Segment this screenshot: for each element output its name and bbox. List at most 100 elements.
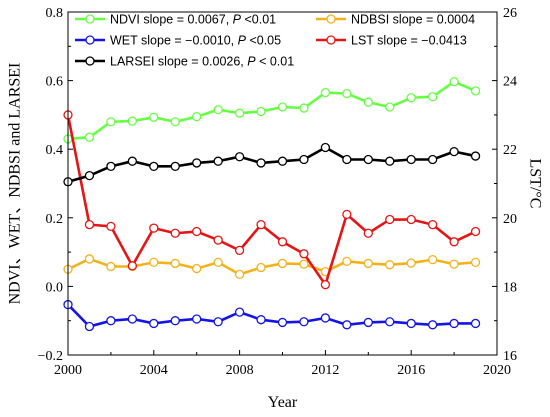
x-tick-label: 2000 [54, 363, 82, 378]
y-left-tick-label: 0.2 [46, 212, 64, 227]
lst-point [234, 245, 245, 256]
larsei-point [342, 154, 352, 165]
legend-marker [326, 14, 336, 24]
wet-point [127, 314, 138, 324]
x-tick-label: 2020 [483, 363, 511, 378]
ndvi-point [84, 132, 95, 142]
ndvi-point [449, 76, 459, 87]
legend: NDVI slope = 0.0067, P <0.01 NDBSI slope … [75, 13, 475, 69]
lst-point [170, 228, 180, 238]
larsei-point [84, 170, 95, 181]
larsei-point [449, 146, 459, 157]
legend-entry-larsei: LARSEI slope = 0.0026, P < 0.01 [75, 55, 294, 69]
ndbsi-point [427, 254, 438, 265]
legend-label: LARSEI slope = 0.0026, P < 0.01 [110, 55, 294, 69]
ndbsi-point [363, 258, 373, 269]
ndvi-point [149, 112, 159, 122]
series-layer [63, 76, 481, 332]
larsei-point [213, 156, 223, 166]
wet-point [213, 317, 223, 327]
y-left-tick-label: 0.0 [46, 280, 64, 295]
larsei-point [106, 161, 116, 172]
legend-entry-ndbsi: NDBSI slope = 0.0004 [316, 13, 475, 27]
y-right-tick-label: 16 [503, 349, 517, 364]
tick-labels: 2000 2004 2008 2012 2016 2020−0.20.00.20.40.6… [38, 6, 517, 378]
y-axis-left-title: NDVI、WET、NDBSI and LARSEI [7, 63, 24, 305]
lst-point [256, 220, 266, 230]
lst-point [192, 226, 202, 237]
wet-point [299, 317, 309, 327]
larsei-point [320, 142, 331, 153]
larsei-point [277, 156, 288, 166]
larsei-point [234, 152, 245, 162]
ndvi-point [406, 93, 416, 103]
lst-point [385, 214, 395, 225]
ndbsi-point [234, 269, 245, 280]
wet-point [149, 318, 159, 329]
series-lst [63, 110, 481, 290]
larsei-point [256, 158, 266, 168]
ndvi-point [299, 103, 309, 113]
larsei-point [470, 151, 481, 161]
series-ndvi [63, 76, 481, 144]
y-left-tick-label: 0.4 [46, 143, 64, 158]
y-left-tick-label: 0.8 [46, 6, 64, 21]
lst-point [213, 235, 223, 245]
y-right-tick-label: 26 [503, 6, 517, 21]
wet-point [84, 321, 95, 332]
larsei-line [67, 145, 476, 184]
legend-entry-ndvi: NDVI slope = 0.0067, P <0.01 [75, 13, 276, 27]
lst-point [363, 228, 373, 238]
legend-label: NDBSI slope = 0.0004 [351, 13, 475, 27]
wet-point [406, 318, 416, 329]
ndvi-point [127, 116, 138, 126]
lst-point [320, 280, 331, 290]
y-right-tick-label: 20 [503, 212, 517, 227]
ndvi-point [213, 105, 223, 115]
x-tick-label: 2008 [226, 363, 254, 378]
legend-entry-wet: WET slope = −0.0010, P <0.05 [75, 34, 281, 48]
wet-point [320, 313, 331, 323]
y-left-tick-label: 0.6 [46, 75, 64, 90]
series-ndbsi [63, 254, 481, 280]
ndvi-point [234, 108, 245, 118]
larsei-point [170, 161, 180, 172]
lst-point [299, 249, 309, 259]
ndbsi-point [277, 258, 288, 269]
legend-entry-lst: LST slope = −0.0413 [316, 34, 467, 48]
legend-marker [85, 35, 95, 45]
ndvi-point [342, 88, 352, 99]
ndvi-point [363, 97, 373, 107]
wet-point [170, 316, 180, 326]
larsei-point [192, 158, 202, 168]
ndvi-point [106, 117, 116, 127]
ndbsi-point [213, 257, 223, 268]
ndvi-point [170, 117, 180, 127]
ndvi-point [192, 111, 202, 122]
ndvi-point [427, 92, 438, 102]
ndvi-point [470, 86, 481, 96]
wet-point [234, 307, 245, 317]
ndbsi-point [84, 254, 95, 264]
larsei-point [149, 161, 159, 172]
larsei-point [127, 156, 138, 166]
series-wet [63, 299, 481, 332]
ndbsi-point [106, 261, 116, 272]
ndbsi-point [342, 256, 352, 267]
ndbsi-point [406, 258, 416, 268]
wet-point [427, 320, 438, 330]
legend-label: NDVI slope = 0.0067, P <0.01 [110, 13, 276, 27]
lst-point [406, 214, 416, 225]
lst-point [149, 223, 159, 233]
ndbsi-point [449, 259, 459, 269]
larsei-point [406, 154, 416, 165]
wet-point [449, 318, 459, 329]
lst-point [277, 237, 288, 247]
ndbsi-point [149, 257, 159, 268]
wet-point [106, 316, 116, 326]
lst-point [84, 220, 95, 230]
lst-line [66, 114, 477, 288]
ndbsi-point [470, 257, 481, 268]
ndbsi-point [299, 259, 309, 269]
